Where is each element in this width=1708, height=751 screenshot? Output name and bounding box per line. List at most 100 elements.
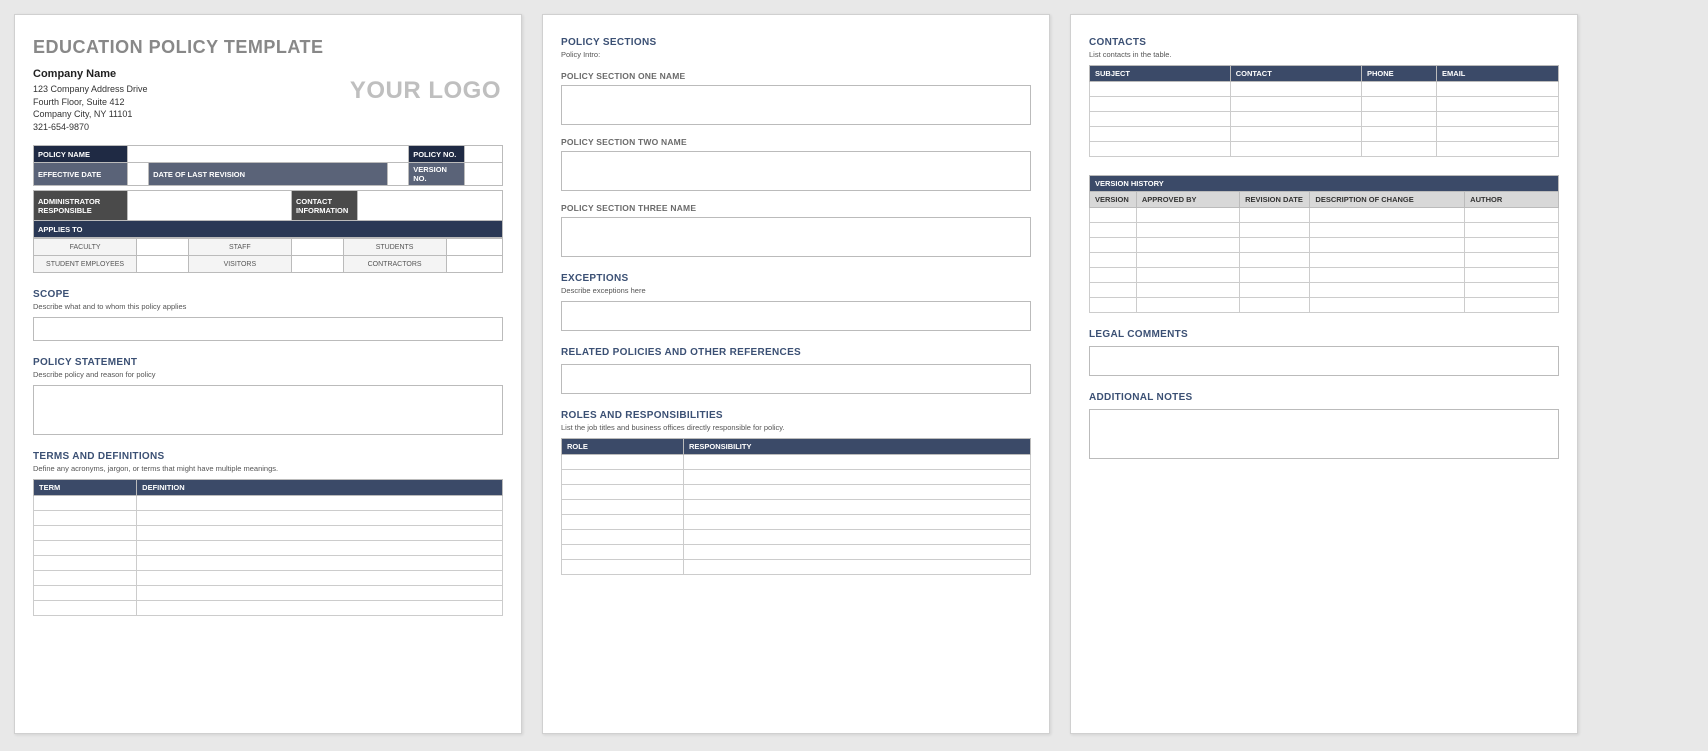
table-cell[interactable] — [34, 496, 137, 511]
table-cell[interactable] — [34, 601, 137, 616]
table-cell[interactable] — [1090, 127, 1231, 142]
table-cell[interactable] — [137, 496, 503, 511]
table-cell[interactable] — [34, 511, 137, 526]
table-cell[interactable] — [683, 470, 1030, 485]
table-cell[interactable] — [562, 530, 684, 545]
table-cell[interactable] — [1230, 82, 1361, 97]
table-cell[interactable] — [34, 526, 137, 541]
table-cell[interactable] — [1240, 208, 1310, 223]
table-cell[interactable] — [1136, 283, 1239, 298]
section-two-field[interactable] — [561, 151, 1031, 191]
table-cell[interactable] — [683, 530, 1030, 545]
table-cell[interactable] — [1240, 283, 1310, 298]
table-cell[interactable] — [683, 485, 1030, 500]
table-cell[interactable] — [562, 470, 684, 485]
table-cell[interactable] — [1136, 238, 1239, 253]
table-cell[interactable] — [1465, 223, 1559, 238]
table-cell[interactable] — [1465, 298, 1559, 313]
table-cell[interactable] — [1090, 97, 1231, 112]
applies-staff-val[interactable] — [291, 239, 343, 256]
table-cell[interactable] — [562, 560, 684, 575]
table-cell[interactable] — [1240, 253, 1310, 268]
table-cell[interactable] — [683, 515, 1030, 530]
table-cell[interactable] — [34, 541, 137, 556]
legal-field[interactable] — [1089, 346, 1559, 376]
table-cell[interactable] — [137, 556, 503, 571]
table-cell[interactable] — [1136, 208, 1239, 223]
table-cell[interactable] — [1090, 208, 1137, 223]
table-cell[interactable] — [34, 556, 137, 571]
table-cell[interactable] — [683, 545, 1030, 560]
table-cell[interactable] — [34, 586, 137, 601]
section-three-field[interactable] — [561, 217, 1031, 257]
table-cell[interactable] — [1437, 82, 1559, 97]
table-cell[interactable] — [1136, 223, 1239, 238]
table-cell[interactable] — [137, 601, 503, 616]
applies-contractors-val[interactable] — [446, 256, 502, 273]
table-cell[interactable] — [1362, 142, 1437, 157]
table-cell[interactable] — [1310, 298, 1465, 313]
table-cell[interactable] — [1240, 238, 1310, 253]
table-cell[interactable] — [1240, 298, 1310, 313]
table-cell[interactable] — [1437, 112, 1559, 127]
field-effective-date[interactable] — [127, 163, 148, 186]
table-cell[interactable] — [562, 485, 684, 500]
field-version-no[interactable] — [465, 163, 503, 186]
table-cell[interactable] — [1310, 283, 1465, 298]
table-cell[interactable] — [1230, 142, 1361, 157]
table-cell[interactable] — [1090, 223, 1137, 238]
table-cell[interactable] — [1090, 82, 1231, 97]
applies-faculty-val[interactable] — [137, 239, 189, 256]
table-cell[interactable] — [1230, 97, 1361, 112]
table-cell[interactable] — [562, 455, 684, 470]
table-cell[interactable] — [1090, 268, 1137, 283]
table-cell[interactable] — [1362, 127, 1437, 142]
table-cell[interactable] — [1465, 238, 1559, 253]
table-cell[interactable] — [683, 500, 1030, 515]
field-policy-no[interactable] — [465, 146, 503, 163]
table-cell[interactable] — [1362, 97, 1437, 112]
table-cell[interactable] — [137, 511, 503, 526]
table-cell[interactable] — [1230, 112, 1361, 127]
table-cell[interactable] — [1090, 142, 1231, 157]
table-cell[interactable] — [34, 571, 137, 586]
table-cell[interactable] — [1240, 223, 1310, 238]
table-cell[interactable] — [683, 560, 1030, 575]
table-cell[interactable] — [1090, 283, 1137, 298]
table-cell[interactable] — [1090, 298, 1137, 313]
scope-field[interactable] — [33, 317, 503, 341]
table-cell[interactable] — [1136, 268, 1239, 283]
applies-students-val[interactable] — [446, 239, 502, 256]
table-cell[interactable] — [1362, 82, 1437, 97]
table-cell[interactable] — [683, 455, 1030, 470]
table-cell[interactable] — [1136, 253, 1239, 268]
table-cell[interactable] — [1240, 268, 1310, 283]
table-cell[interactable] — [1362, 112, 1437, 127]
table-cell[interactable] — [1090, 253, 1137, 268]
table-cell[interactable] — [1310, 268, 1465, 283]
table-cell[interactable] — [137, 571, 503, 586]
notes-field[interactable] — [1089, 409, 1559, 459]
table-cell[interactable] — [137, 541, 503, 556]
table-cell[interactable] — [562, 500, 684, 515]
table-cell[interactable] — [1310, 238, 1465, 253]
field-contact-info[interactable] — [357, 191, 502, 221]
table-cell[interactable] — [137, 586, 503, 601]
applies-stuemp-val[interactable] — [137, 256, 189, 273]
table-cell[interactable] — [562, 515, 684, 530]
table-cell[interactable] — [1465, 268, 1559, 283]
table-cell[interactable] — [562, 545, 684, 560]
exceptions-field[interactable] — [561, 301, 1031, 331]
table-cell[interactable] — [1437, 97, 1559, 112]
table-cell[interactable] — [1136, 298, 1239, 313]
table-cell[interactable] — [1090, 112, 1231, 127]
table-cell[interactable] — [1437, 127, 1559, 142]
table-cell[interactable] — [1310, 223, 1465, 238]
table-cell[interactable] — [1465, 283, 1559, 298]
field-date-last-rev[interactable] — [387, 163, 408, 186]
table-cell[interactable] — [1090, 238, 1137, 253]
table-cell[interactable] — [1437, 142, 1559, 157]
table-cell[interactable] — [1230, 127, 1361, 142]
policy-statement-field[interactable] — [33, 385, 503, 435]
field-policy-name[interactable] — [127, 146, 408, 163]
